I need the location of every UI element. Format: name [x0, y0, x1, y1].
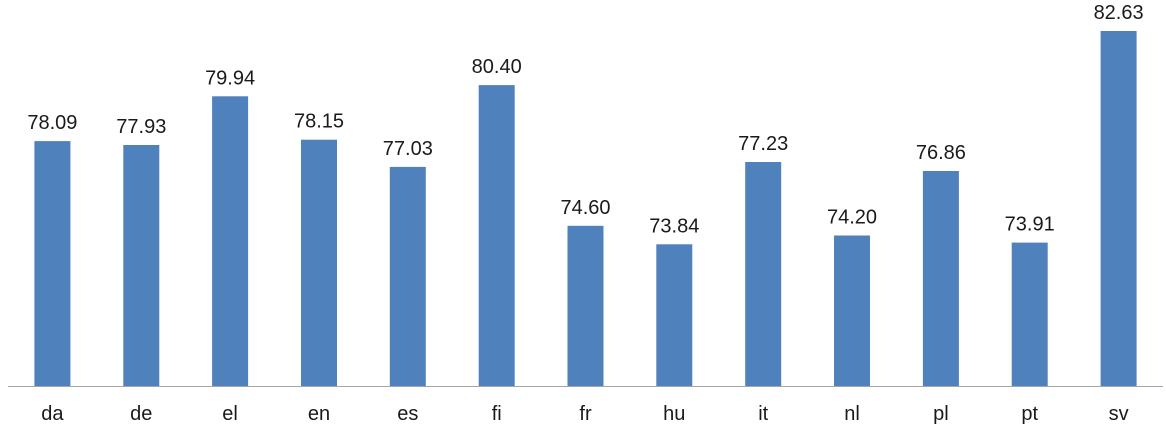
x-tick-label-es: es	[397, 403, 418, 425]
x-tick-label-de: de	[130, 403, 152, 425]
bar-it	[745, 162, 782, 386]
bar-es	[389, 166, 426, 386]
bars-group	[34, 31, 1137, 387]
bar-pt	[1011, 242, 1048, 386]
value-label-hu: 73.84	[649, 215, 699, 237]
x-tick-label-hu: hu	[663, 403, 685, 425]
value-label-fr: 74.60	[560, 197, 610, 219]
bar-fr	[567, 225, 604, 386]
value-label-fi: 80.40	[472, 56, 522, 78]
bar-de	[123, 145, 160, 386]
x-tick-label-pt: pt	[1021, 403, 1038, 425]
value-label-el: 79.94	[205, 67, 255, 89]
x-tick-labels-group: da de el en es fi fr hu it nl pl pt sv	[41, 403, 1128, 425]
x-tick-label-el: el	[222, 403, 238, 425]
value-label-pt: 73.91	[1005, 214, 1055, 236]
x-tick-label-it: it	[758, 403, 768, 425]
value-label-es: 77.03	[383, 138, 433, 160]
bar-sv	[1100, 31, 1137, 386]
x-tick-label-da: da	[41, 403, 64, 425]
value-label-sv: 82.63	[1094, 2, 1144, 24]
x-tick-label-nl: nl	[844, 403, 860, 425]
value-label-en: 78.15	[294, 111, 344, 133]
x-tick-label-en: en	[308, 403, 330, 425]
value-label-nl: 74.20	[827, 207, 877, 229]
x-tick-label-pl: pl	[933, 403, 949, 425]
x-tick-label-fi: fi	[492, 403, 502, 425]
x-tick-label-sv: sv	[1109, 403, 1129, 425]
bar-el	[212, 96, 249, 387]
bar-pl	[922, 171, 959, 386]
value-label-de: 77.93	[116, 116, 166, 138]
bar-da	[34, 141, 71, 386]
value-label-da: 78.09	[27, 112, 77, 134]
bar-fi	[478, 85, 515, 386]
bar-hu	[656, 244, 693, 386]
bar-en	[301, 139, 337, 386]
x-tick-label-fr: fr	[579, 403, 592, 425]
value-label-it: 77.23	[738, 133, 788, 155]
value-labels-group: 78.09 77.93 79.94 78.15 77.03 80.40 74.60 73.84…	[27, 2, 1143, 237]
bar-nl	[834, 235, 870, 386]
value-label-pl: 76.86	[916, 142, 966, 164]
